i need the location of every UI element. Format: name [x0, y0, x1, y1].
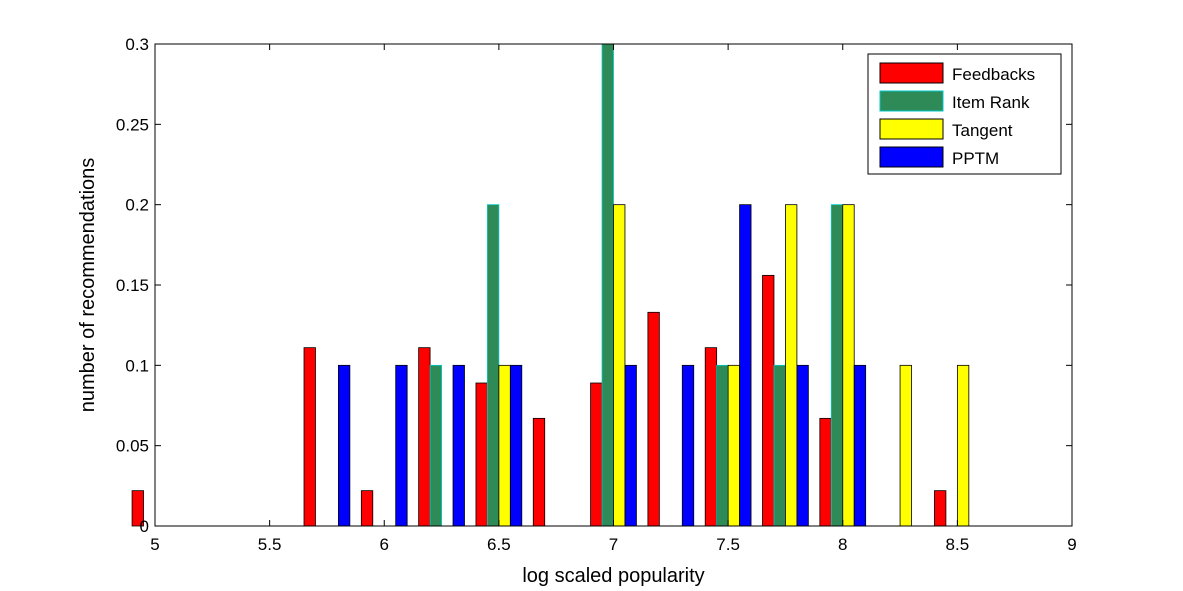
bar-tangent-11	[785, 204, 798, 527]
legend-label-feedbacks: Feedbacks	[952, 65, 1035, 84]
bar-feedbacks-4	[360, 490, 374, 527]
bar-pptm-12	[853, 364, 867, 527]
bar-item-rank-8	[601, 43, 614, 527]
x-tick-label: 6.5	[487, 535, 511, 554]
x-tick-label: 5	[150, 535, 159, 554]
bar-feedbacks-5	[418, 347, 431, 527]
bar-feedbacks-0	[131, 490, 144, 527]
bar-tangent-12	[842, 204, 855, 527]
bar-feedbacks-11	[762, 274, 775, 527]
y-tick-label: 0.3	[125, 35, 149, 54]
y-tick-label: 0.15	[116, 276, 149, 295]
legend-swatch-tangent	[879, 118, 944, 140]
bar-item-rank-6	[487, 204, 500, 527]
x-tick-label: 6	[380, 535, 389, 554]
bar-item-rank-11	[773, 364, 786, 527]
bar-item-rank-12	[830, 204, 844, 527]
x-tick-label: 8	[838, 535, 847, 554]
bar-tangent-6	[498, 364, 511, 527]
bar-item-rank-5	[429, 364, 442, 527]
bar-tangent-8	[613, 204, 626, 527]
y-tick-label: 0.05	[116, 437, 149, 456]
axis-ticks: 5 5.5 6 6.5 7 7.5 8 8.5 9 0 0.05 0.1 0.15 0.2 0.25 0.3	[116, 35, 1077, 554]
bar-feedbacks-9	[647, 311, 660, 527]
bar-feedbacks-8	[590, 382, 603, 527]
x-tick-label: 5.5	[258, 535, 282, 554]
bar-pptm-5	[452, 364, 465, 527]
bar-feedbacks-12	[819, 417, 832, 527]
legend-swatch-item-rank	[879, 90, 944, 112]
y-tick-label: 0	[140, 517, 149, 536]
bar-feedbacks-3	[303, 347, 316, 527]
bar-pptm-3	[337, 364, 351, 527]
x-tick-label: 7.5	[716, 535, 740, 554]
bar-feedbacks-6	[475, 382, 488, 527]
x-axis-label: log scaled popularity	[522, 565, 704, 587]
bar-pptm-4	[395, 364, 408, 527]
bar-pptm-10	[739, 204, 752, 527]
bar-tangent-10	[727, 364, 740, 527]
x-tick-label: 8.5	[946, 535, 970, 554]
bar-feedbacks-14	[934, 490, 947, 527]
bar-pptm-6	[509, 364, 523, 527]
x-tick-label: 7	[609, 535, 618, 554]
y-axis-label: number of recommendations	[77, 158, 99, 413]
legend-swatch-pptm	[879, 146, 944, 168]
y-tick-label: 0.2	[125, 196, 149, 215]
bar-feedbacks-7	[532, 417, 546, 527]
legend-label-item-rank: Item Rank	[952, 93, 1030, 112]
x-tick-label: 9	[1067, 535, 1076, 554]
bar-item-rank-10	[716, 364, 729, 527]
legend: Feedbacks Item Rank Tangent PPTM	[867, 53, 1062, 175]
bars-layer	[131, 43, 970, 527]
bar-pptm-9	[681, 364, 695, 527]
y-tick-label: 0.25	[116, 115, 149, 134]
bar-pptm-11	[796, 364, 809, 527]
bar-tangent-13	[899, 364, 912, 527]
bar-tangent-14	[956, 364, 970, 527]
legend-label-tangent: Tangent	[952, 121, 1013, 140]
legend-label-pptm: PPTM	[952, 149, 999, 168]
y-tick-label: 0.1	[125, 356, 149, 375]
bar-feedbacks-10	[704, 347, 718, 527]
bar-pptm-8	[624, 364, 637, 527]
legend-swatch-feedbacks	[879, 62, 944, 84]
